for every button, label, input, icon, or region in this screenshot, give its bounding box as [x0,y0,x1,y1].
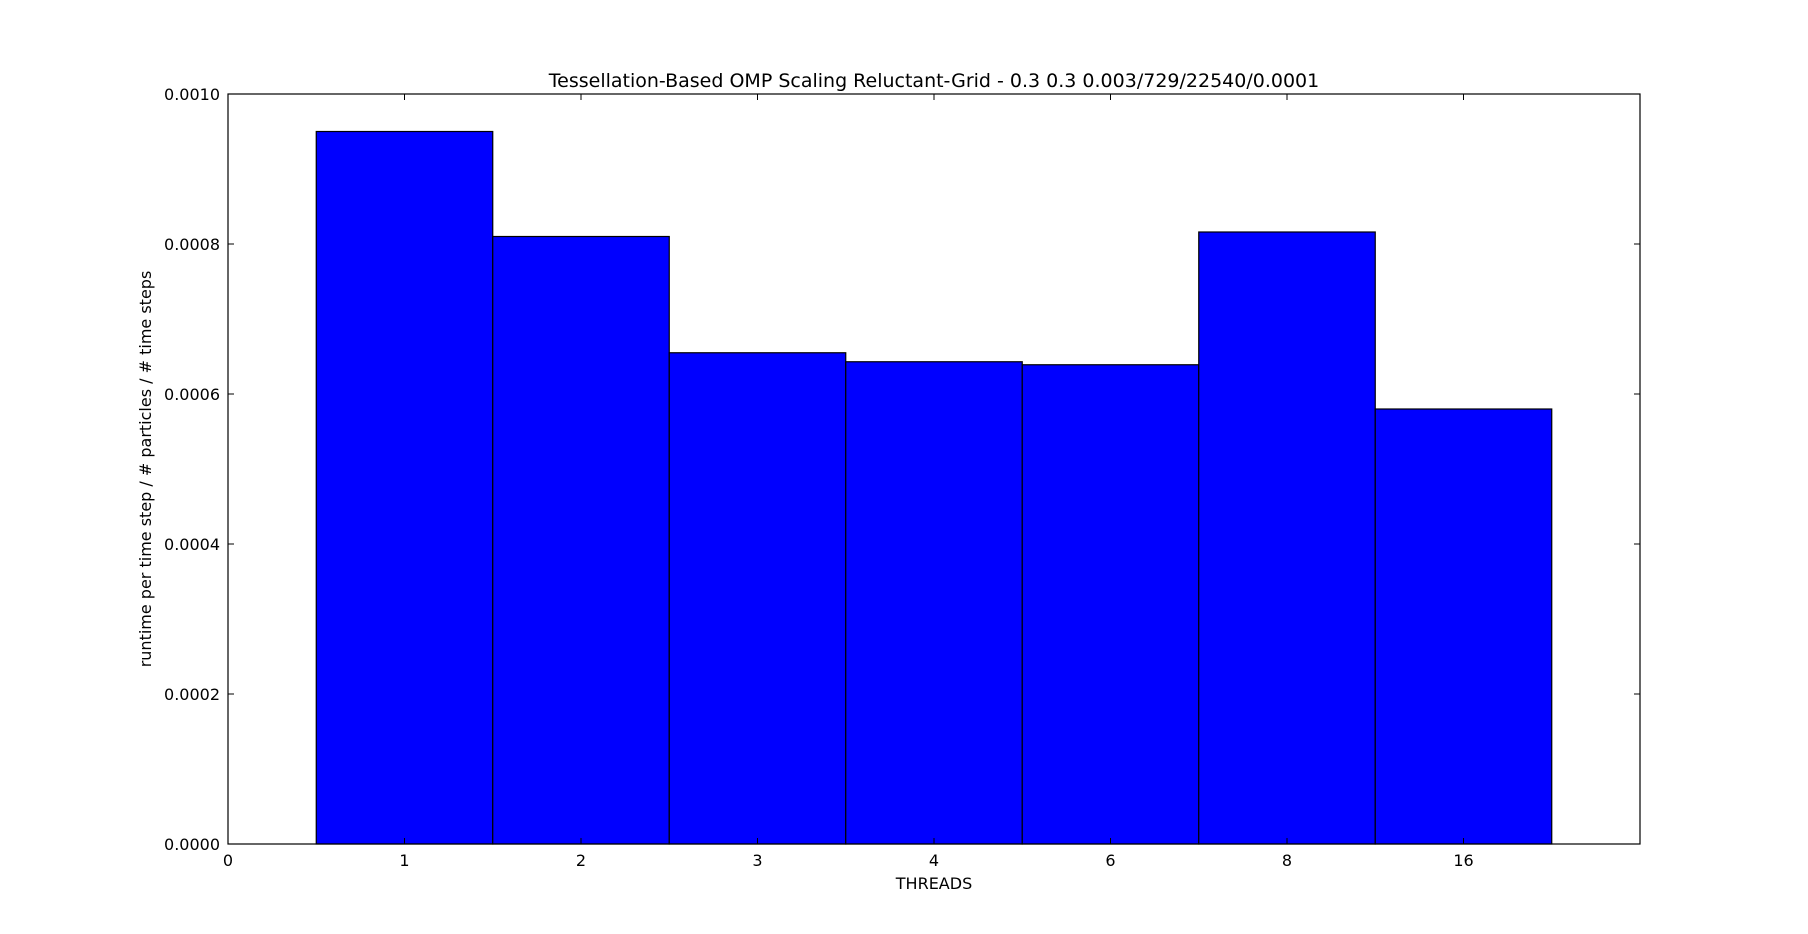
bar-2 [492,235,670,845]
bar-8 [1198,231,1376,845]
x-tick-label-6: 6 [1105,851,1115,870]
x-tick-label-3: 3 [752,851,762,870]
bar-4 [845,361,1023,845]
bar-6 [1021,364,1200,845]
y-axis-label: runtime per time step / # particles / # … [136,271,155,668]
x-tick-label-4: 4 [929,851,939,870]
chart-title: Tessellation-Based OMP Scaling Reluctant… [548,70,1319,92]
bar-3 [668,352,847,845]
y-tick-label-0.0004: 0.0004 [164,535,220,554]
y-tick-label-0.0002: 0.0002 [164,685,220,704]
y-tick-label-0.0010: 0.0010 [164,85,220,104]
x-tick-label-0: 0 [223,851,233,870]
y-tick-label-0.0006: 0.0006 [164,385,220,404]
x-axis-label: THREADS [895,874,972,893]
bar-16 [1374,408,1553,845]
x-tick-label-16: 16 [1453,851,1473,870]
y-tick-label-0.0008: 0.0008 [164,235,220,254]
ticks-layer: 0 1 2 3 4 6 8 16 0.0000 0.0002 0.0004 0.0006 0.0008 0… [164,85,1640,870]
x-tick-label-2: 2 [576,851,586,870]
bars-layer [315,130,1553,845]
x-tick-label-8: 8 [1282,851,1292,870]
bar-1 [315,130,494,845]
y-tick-label-0.0000: 0.0000 [164,835,220,854]
x-tick-label-1: 1 [399,851,409,870]
